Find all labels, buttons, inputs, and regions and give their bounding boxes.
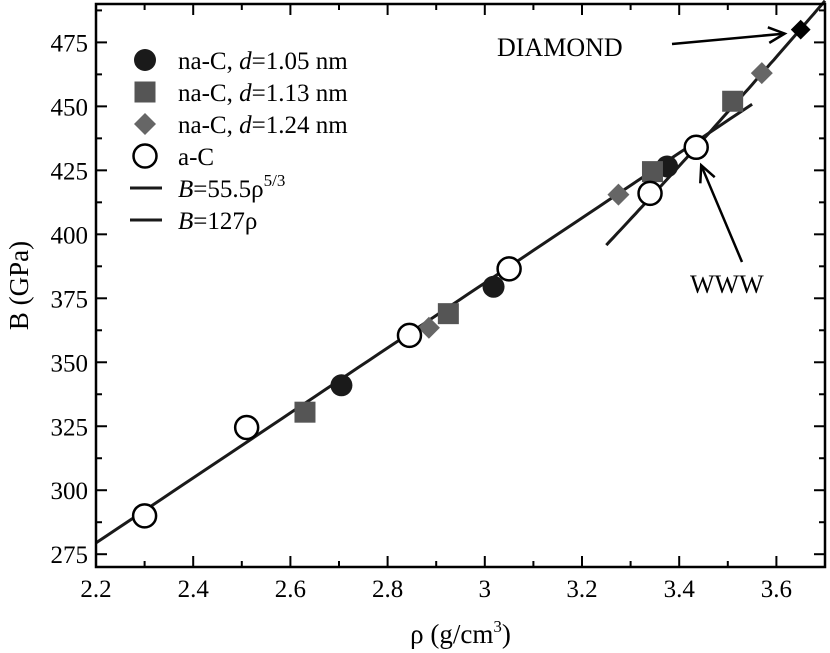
- legend-label-suffix: =1.13 nm: [252, 80, 349, 107]
- x-tick-label: 2.6: [275, 576, 306, 603]
- y-tick-label: 350: [51, 350, 89, 377]
- data-point-series-4: [396, 322, 423, 349]
- x-tick-label: 3: [479, 576, 492, 603]
- annotation-diamond-arrow: [671, 32, 785, 46]
- y-tick-label: 475: [51, 30, 89, 57]
- data-point-series-4: [496, 256, 522, 282]
- plot-frame: [94, 2, 827, 569]
- legend-label-prefix: na-C,: [178, 48, 239, 75]
- data-point-series-4: [131, 503, 158, 529]
- legend-fit-text: =55.5ρ: [193, 176, 263, 203]
- data-point-series-4: [683, 134, 709, 161]
- y-tick-label: 450: [51, 94, 89, 121]
- y-tick-label: 300: [51, 478, 89, 505]
- plot-layer: [95, 0, 827, 545]
- legend-marker-3: [134, 113, 156, 135]
- x-axis-label-close: ): [502, 619, 511, 649]
- annotations: DIAMOND WWW: [497, 26, 788, 299]
- y-tick-label: 375: [51, 286, 89, 313]
- x-tick-label: 2.8: [372, 576, 403, 603]
- legend-fit-text: =127ρ: [193, 208, 257, 235]
- annotation-www-label: WWW: [690, 270, 764, 299]
- legend-fit-italic: B: [178, 208, 193, 235]
- x-tick-label: 3.6: [761, 576, 792, 603]
- legend-label-prefix: na-C,: [178, 112, 239, 139]
- data-point-series-2: [437, 303, 459, 325]
- y-tick-label: 325: [51, 414, 89, 441]
- legend-marker-2: [134, 81, 156, 103]
- annotation-diamond-arrow-head: [767, 26, 788, 44]
- data-point-series-3: [417, 316, 440, 339]
- legend-label-italic: d: [239, 80, 252, 107]
- y-tick-label: 400: [51, 222, 89, 249]
- data-point-series-1: [482, 275, 505, 298]
- legend-label-2: na-C, d=1.13 nm: [178, 80, 348, 107]
- x-tick-label: 3.4: [664, 576, 696, 603]
- data-point-series-3: [750, 62, 773, 85]
- legend-label-1: na-C, d=1.05 nm: [178, 48, 348, 75]
- annotation-www-arrow-head: [699, 162, 716, 184]
- x-tick-label: 3.2: [566, 576, 597, 603]
- legend-fit-italic: B: [178, 176, 193, 203]
- legend-label-fit-2: B=127ρ: [178, 208, 257, 235]
- diamond-reference-point: [790, 19, 811, 40]
- fit-curve-1: [605, 0, 827, 247]
- x-axis-label-main: ρ (g/cm: [410, 619, 493, 649]
- legend-label-4: a-C: [178, 144, 214, 171]
- data-point-series-2: [294, 401, 316, 423]
- data-point-series-2: [641, 161, 663, 183]
- y-axis-label: B (GPa): [4, 241, 34, 330]
- data-point-series-1: [330, 374, 353, 397]
- y-tick-label: 275: [51, 542, 89, 569]
- data-point-series-2: [722, 90, 744, 112]
- legend-label-suffix: =1.24 nm: [252, 112, 349, 139]
- data-point-series-3: [607, 183, 630, 206]
- legend-label-suffix: =1.05 nm: [252, 48, 349, 75]
- x-tick-label: 2.4: [178, 576, 210, 603]
- annotation-diamond-label: DIAMOND: [497, 33, 623, 62]
- legend-label-3: na-C, d=1.24 nm: [178, 112, 348, 139]
- legend-marker-1: [134, 49, 156, 71]
- x-axis-label-sup: 3: [493, 617, 502, 636]
- legend-marker-4: [132, 143, 158, 169]
- legend-label-prefix: a-C: [178, 144, 214, 171]
- legend-label-prefix: na-C,: [178, 80, 239, 107]
- legend-label-italic: d: [239, 112, 252, 139]
- legend-fit-sup: 5/3: [264, 171, 286, 190]
- y-tick-label: 425: [51, 158, 89, 185]
- data-point-series-4: [233, 414, 260, 441]
- legend-label-italic: d: [239, 48, 252, 75]
- tick-layer: 2.2 2.4 2.6 2.8 3 3.2 3.4 3.6 275 300 325 350 375 400…: [51, 4, 825, 603]
- annotation-www-arrow: [700, 164, 744, 263]
- data-point-series-4: [637, 180, 663, 207]
- x-axis-label: ρ (g/cm3): [410, 617, 511, 649]
- legend-label-fit-1: B=55.5ρ5/3: [178, 171, 285, 203]
- x-tick-label: 2.2: [80, 576, 111, 603]
